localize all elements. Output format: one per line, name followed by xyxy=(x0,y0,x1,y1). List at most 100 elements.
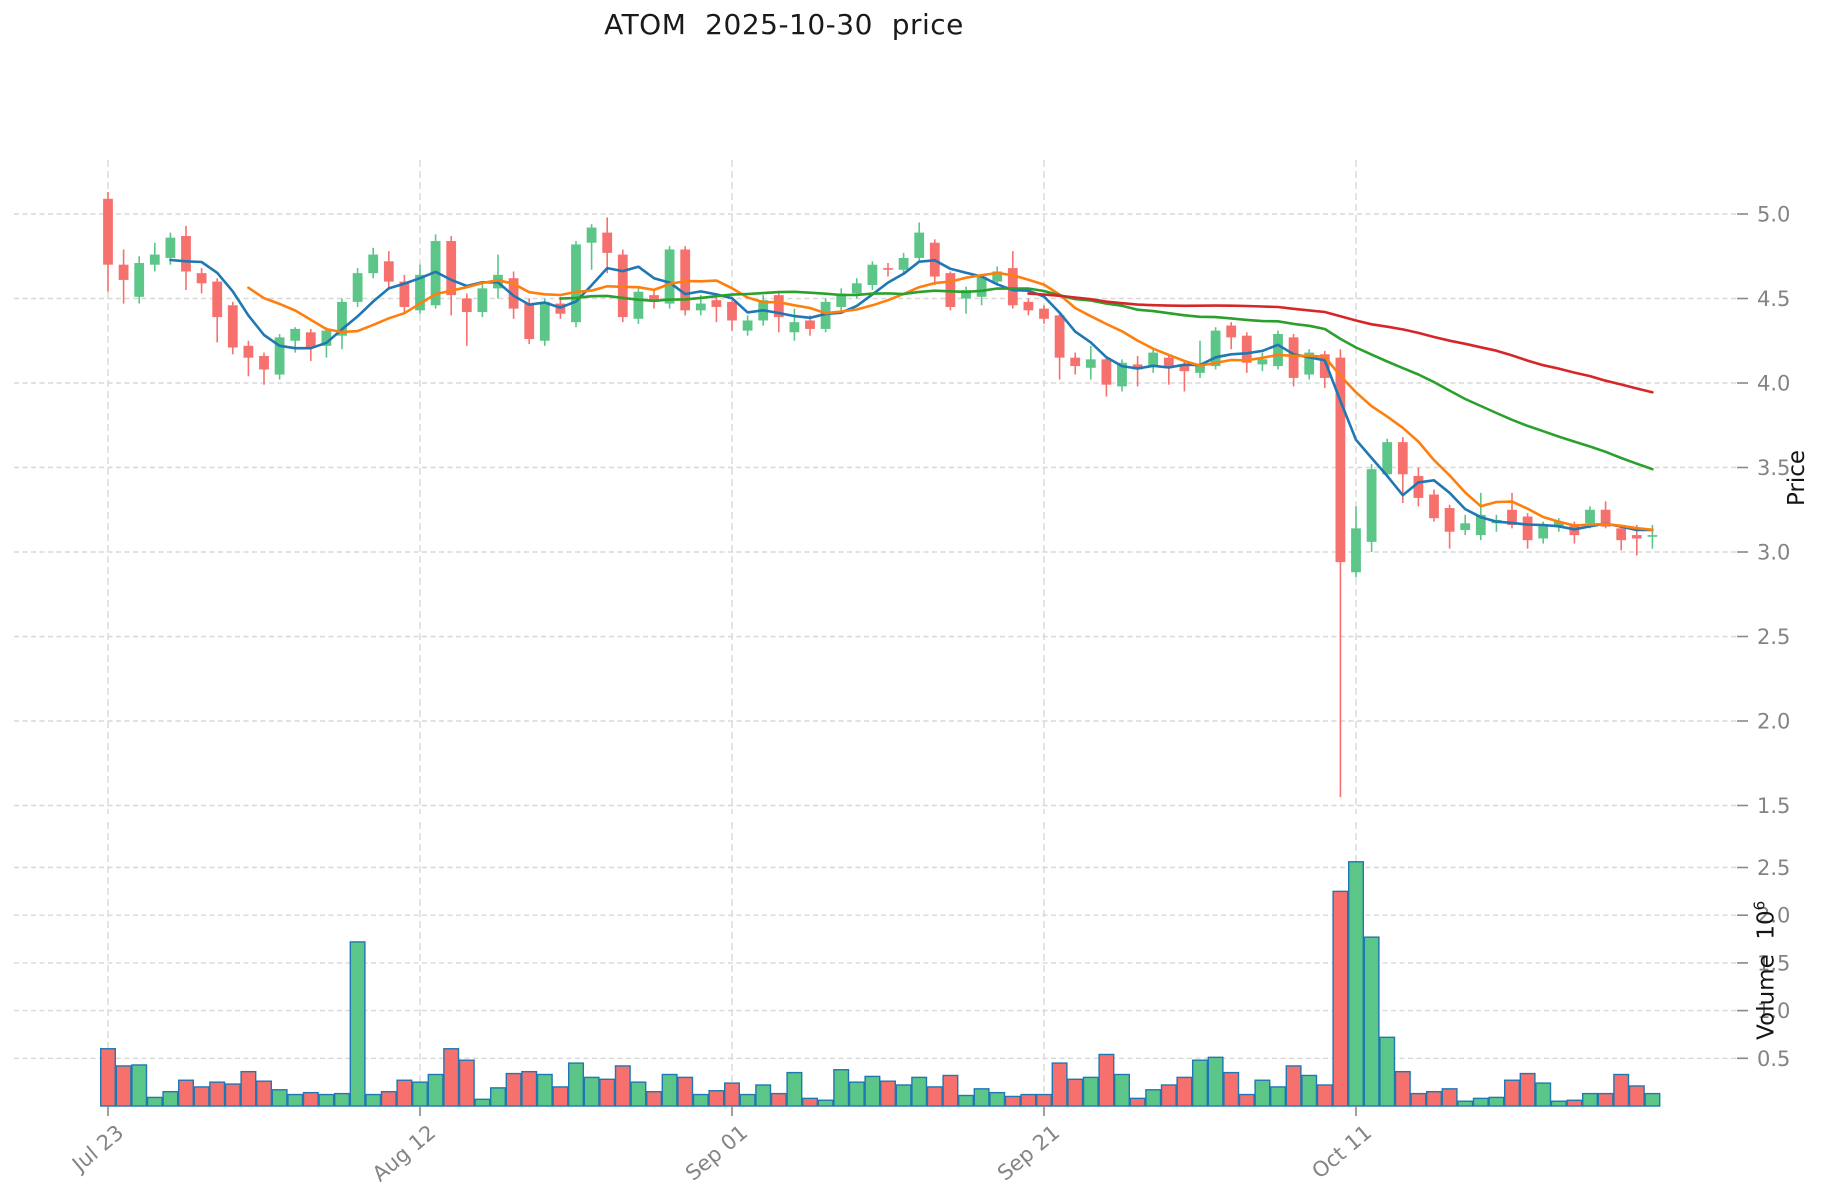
x-tick-label: Sep 21 xyxy=(993,1120,1064,1185)
candle-body xyxy=(118,264,129,280)
candle-body xyxy=(1054,315,1065,358)
candle-body xyxy=(461,298,472,313)
price-tick-label: 5.0 xyxy=(1757,203,1790,227)
candle-bodies xyxy=(103,198,1658,573)
volume-bar xyxy=(1566,1099,1583,1107)
volume-bar xyxy=(302,1091,319,1107)
candle-body xyxy=(305,332,316,348)
volume-bars xyxy=(99,861,1661,1107)
volume-tick-label: 2.0 xyxy=(1757,904,1790,928)
volume-bar xyxy=(1051,1062,1068,1107)
x-tick-label: Sep 01 xyxy=(681,1120,752,1185)
candle-body xyxy=(1335,357,1346,563)
price-tick-label: 4.0 xyxy=(1757,372,1790,396)
candle-body xyxy=(1273,333,1283,367)
volume-bar xyxy=(1628,1085,1645,1107)
volume-axis-label-text: Volume 10 xyxy=(1753,910,1780,1040)
volume-bar xyxy=(1394,1070,1411,1107)
volume-bar xyxy=(1191,1059,1208,1107)
volume-bar xyxy=(1207,1056,1224,1107)
volume-bar xyxy=(646,1090,663,1107)
volume-bar xyxy=(1581,1092,1598,1107)
volume-bar xyxy=(817,1099,834,1107)
volume-bar xyxy=(1285,1065,1302,1107)
candle-body xyxy=(103,198,113,265)
volume-bar xyxy=(412,1081,429,1107)
volume-bar xyxy=(848,1081,865,1107)
candle-body xyxy=(446,241,457,296)
volume-bar xyxy=(880,1080,897,1107)
price-axis-label: Price xyxy=(1783,449,1810,507)
volume-bar xyxy=(1145,1089,1162,1107)
volume-bar xyxy=(271,1089,288,1107)
volume-bar xyxy=(1129,1097,1146,1107)
volume-bar xyxy=(1410,1092,1427,1107)
candle-body xyxy=(789,322,800,333)
candle-body xyxy=(695,303,706,311)
volume-bar xyxy=(755,1084,772,1107)
candle-body xyxy=(867,264,878,285)
volume-bar xyxy=(989,1091,1006,1107)
candle-body xyxy=(586,227,597,243)
candle-body xyxy=(1475,514,1486,536)
candle-body xyxy=(1226,325,1237,338)
candle-body xyxy=(571,244,581,323)
candle-body xyxy=(539,301,550,341)
volume-bar xyxy=(365,1093,382,1107)
volume-bar xyxy=(177,1079,194,1107)
axis-ticks-and-labels: 5.0 4.5 4.0 3.5 3.0 2.5 2.0 1.5 2.5 2.0 1.5 1.0 0.5 J… xyxy=(66,203,1790,1187)
candle-body xyxy=(1210,330,1221,367)
moving-average-line-60 xyxy=(1027,292,1654,394)
candle-body xyxy=(1507,509,1517,525)
candle-body xyxy=(1616,528,1627,541)
volume-bar xyxy=(895,1084,912,1107)
volume-bar xyxy=(240,1070,257,1107)
volume-bar xyxy=(318,1093,335,1107)
candle-body xyxy=(181,235,191,272)
volume-bar xyxy=(443,1048,460,1107)
candle-body xyxy=(1148,352,1159,367)
candle-body xyxy=(1647,535,1658,537)
volume-bar xyxy=(256,1080,273,1107)
volume-bar xyxy=(1472,1097,1489,1107)
candle-body xyxy=(1007,268,1018,306)
volume-tick-label: 1.0 xyxy=(1757,999,1790,1023)
volume-bar xyxy=(973,1088,990,1107)
candle-body xyxy=(524,303,535,340)
candle-body xyxy=(633,291,644,319)
candle-body xyxy=(992,271,1003,282)
volume-bar xyxy=(427,1073,444,1107)
candle-body xyxy=(727,301,737,321)
candle-body xyxy=(805,320,815,329)
candle-body xyxy=(1429,494,1439,519)
candle-body xyxy=(851,283,862,294)
price-tick-label: 1.5 xyxy=(1757,794,1790,818)
candle-body xyxy=(1631,535,1642,539)
candle-body xyxy=(898,257,909,270)
volume-bar xyxy=(162,1090,179,1107)
volume-bar xyxy=(724,1082,741,1107)
volume-bar xyxy=(146,1096,163,1107)
volume-bar xyxy=(1098,1053,1115,1107)
candle-body xyxy=(321,330,332,346)
volume-bar xyxy=(505,1072,522,1107)
volume-bar xyxy=(349,941,366,1107)
candle-body xyxy=(1241,335,1252,363)
candle-body xyxy=(1351,528,1361,573)
candle-body xyxy=(649,295,659,302)
volume-bar xyxy=(521,1070,538,1107)
candle-body xyxy=(1085,359,1096,368)
volume-bar xyxy=(802,1097,819,1107)
volume-bar xyxy=(193,1086,210,1107)
volume-bar xyxy=(552,1086,569,1107)
volume-bar xyxy=(911,1076,928,1107)
volume-bar xyxy=(131,1064,148,1107)
candle-body xyxy=(1585,509,1595,524)
volume-bar xyxy=(1113,1073,1130,1107)
volume-bar xyxy=(1269,1086,1286,1107)
volume-bar xyxy=(287,1093,304,1107)
candle-body xyxy=(1179,364,1190,372)
candle-body xyxy=(477,288,488,313)
volume-bar xyxy=(1425,1090,1442,1107)
candle-body xyxy=(836,293,847,307)
